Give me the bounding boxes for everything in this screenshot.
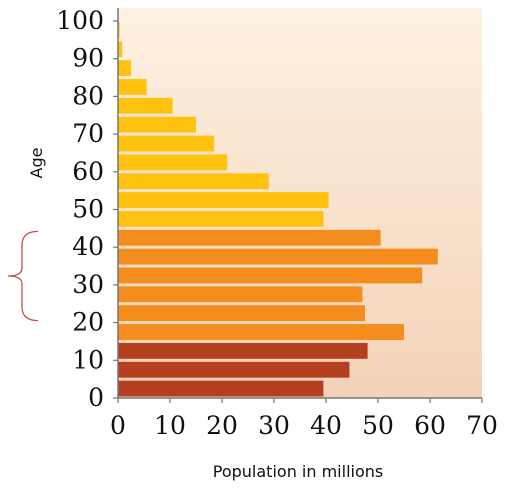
bars-group (118, 22, 438, 397)
bar-age-15-20 (118, 324, 404, 340)
x-tick-label-20: 20 (206, 411, 238, 440)
bar-age-0-5 (118, 380, 324, 397)
y-axis-label: Age (27, 148, 46, 179)
x-tick-label-0: 0 (110, 411, 126, 440)
x-tick-label-50: 50 (362, 411, 394, 440)
y-tick-label-20: 20 (72, 308, 104, 337)
y-tick-label-90: 90 (72, 44, 104, 73)
y-tick-label-10: 10 (72, 345, 104, 374)
bar-age-60-65 (118, 154, 228, 171)
x-axis-label: Population in millions (213, 462, 383, 481)
bar-age-80-85 (118, 79, 147, 95)
bar-age-45-50 (118, 211, 324, 227)
x-tick-label-30: 30 (258, 411, 290, 440)
y-tick-label-50: 50 (72, 195, 104, 224)
bar-age-30-35 (118, 267, 423, 284)
x-tick-label-70: 70 (466, 411, 498, 440)
bar-age-70-75 (118, 116, 196, 133)
x-tick-label-60: 60 (414, 411, 446, 440)
bar-age-35-40 (118, 248, 438, 265)
x-tick-label-10: 10 (154, 411, 186, 440)
age-bracket-annotation (7, 230, 39, 322)
y-tick-label-70: 70 (72, 119, 104, 148)
x-tick-label-40: 40 (310, 411, 342, 440)
bar-age-65-70 (118, 135, 215, 152)
bar-age-95-100 (118, 22, 120, 39)
bar-age-85-90 (118, 60, 131, 77)
bar-age-75-80 (118, 97, 173, 114)
y-tick-label-80: 80 (72, 81, 104, 110)
bar-age-5-10 (118, 361, 350, 378)
bar-age-20-25 (118, 305, 365, 322)
bar-age-55-60 (118, 173, 269, 190)
y-tick-label-30: 30 (72, 270, 104, 299)
axes-group: 0 10 20 30 40 50 60 70 80 90 100 0 10 20 30 40 50 60 70 (56, 6, 498, 440)
bar-age-25-30 (118, 286, 363, 303)
y-tick-label-60: 60 (72, 157, 104, 186)
annotations-group (7, 230, 39, 322)
bar-age-50-55 (118, 192, 329, 208)
y-tick-label-0: 0 (88, 383, 104, 412)
y-tick-label-40: 40 (72, 232, 104, 261)
bar-age-40-45 (118, 229, 381, 246)
bar-age-90-95 (118, 41, 123, 58)
bar-age-10-15 (118, 342, 368, 359)
y-tick-label-100: 100 (56, 6, 104, 35)
